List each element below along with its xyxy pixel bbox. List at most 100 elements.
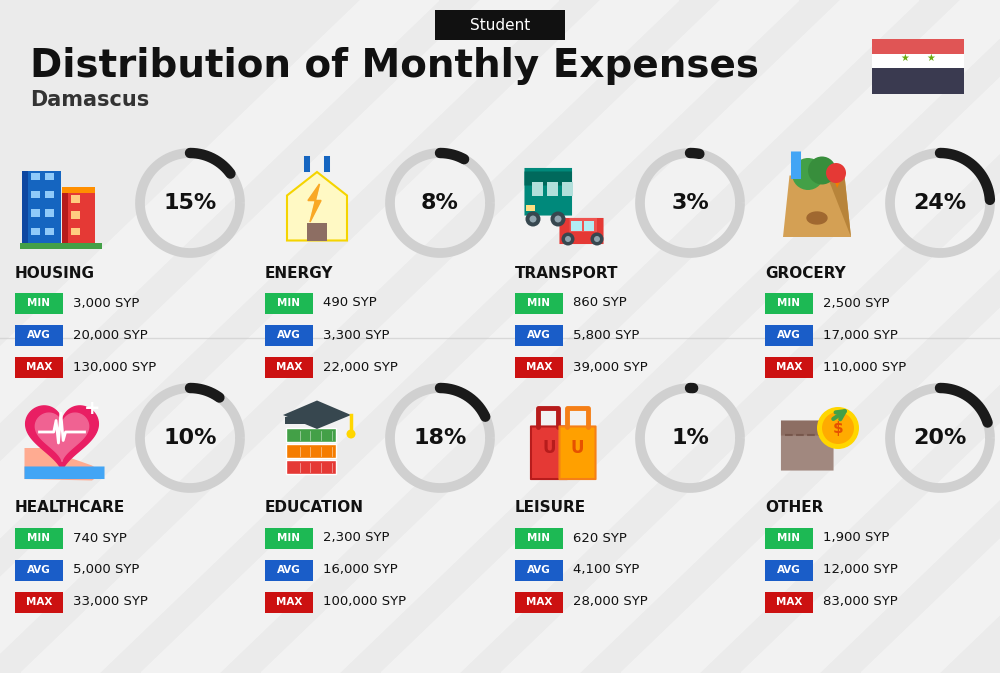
Text: MIN: MIN: [28, 298, 50, 308]
FancyBboxPatch shape: [584, 221, 594, 231]
FancyBboxPatch shape: [286, 444, 336, 458]
FancyBboxPatch shape: [15, 528, 63, 548]
Text: MAX: MAX: [276, 597, 302, 607]
Text: 110,000 SYP: 110,000 SYP: [823, 361, 906, 374]
Polygon shape: [308, 184, 321, 222]
Text: MAX: MAX: [776, 597, 802, 607]
FancyBboxPatch shape: [559, 218, 604, 244]
FancyBboxPatch shape: [765, 324, 813, 345]
Text: 490 SYP: 490 SYP: [323, 297, 377, 310]
FancyBboxPatch shape: [265, 357, 313, 378]
Text: 17,000 SYP: 17,000 SYP: [823, 328, 898, 341]
FancyBboxPatch shape: [515, 559, 563, 581]
Text: AVG: AVG: [27, 565, 51, 575]
FancyBboxPatch shape: [62, 193, 68, 246]
FancyBboxPatch shape: [70, 227, 80, 235]
Text: 15%: 15%: [163, 193, 217, 213]
Text: 860 SYP: 860 SYP: [573, 297, 627, 310]
Text: 5,800 SYP: 5,800 SYP: [573, 328, 639, 341]
FancyBboxPatch shape: [765, 592, 813, 612]
Text: 16,000 SYP: 16,000 SYP: [323, 563, 398, 577]
Text: 1%: 1%: [671, 428, 709, 448]
Circle shape: [594, 236, 600, 242]
Text: Distribution of Monthly Expenses: Distribution of Monthly Expenses: [30, 47, 759, 85]
FancyBboxPatch shape: [532, 182, 543, 195]
Text: 100,000 SYP: 100,000 SYP: [323, 596, 406, 608]
FancyBboxPatch shape: [265, 559, 313, 581]
FancyBboxPatch shape: [265, 528, 313, 548]
Text: MIN: MIN: [528, 533, 550, 543]
FancyBboxPatch shape: [70, 195, 80, 203]
FancyBboxPatch shape: [765, 559, 813, 581]
FancyBboxPatch shape: [31, 227, 40, 235]
FancyBboxPatch shape: [44, 172, 54, 180]
Text: Damascus: Damascus: [30, 90, 149, 110]
FancyBboxPatch shape: [515, 357, 563, 378]
Polygon shape: [26, 406, 98, 472]
Polygon shape: [783, 176, 851, 237]
Text: 33,000 SYP: 33,000 SYP: [73, 596, 148, 608]
Circle shape: [562, 232, 574, 246]
Text: AVG: AVG: [27, 330, 51, 340]
FancyBboxPatch shape: [524, 172, 572, 186]
Text: MAX: MAX: [776, 362, 802, 372]
FancyBboxPatch shape: [526, 205, 535, 211]
Text: 20%: 20%: [913, 428, 967, 448]
FancyBboxPatch shape: [44, 191, 54, 199]
FancyBboxPatch shape: [765, 293, 813, 314]
FancyBboxPatch shape: [15, 559, 63, 581]
FancyBboxPatch shape: [15, 324, 63, 345]
Text: ★: ★: [901, 53, 909, 63]
Text: GROCERY: GROCERY: [765, 266, 846, 281]
Text: MAX: MAX: [276, 362, 302, 372]
FancyBboxPatch shape: [265, 293, 313, 314]
Text: 5,000 SYP: 5,000 SYP: [73, 563, 139, 577]
FancyBboxPatch shape: [515, 324, 563, 345]
Text: 8%: 8%: [421, 193, 459, 213]
FancyBboxPatch shape: [22, 170, 61, 246]
Text: MAX: MAX: [526, 597, 552, 607]
FancyBboxPatch shape: [872, 39, 964, 65]
Text: MAX: MAX: [526, 362, 552, 372]
Text: 4,100 SYP: 4,100 SYP: [573, 563, 639, 577]
Text: ★: ★: [927, 53, 935, 63]
FancyBboxPatch shape: [435, 10, 565, 40]
FancyBboxPatch shape: [547, 182, 558, 195]
Polygon shape: [830, 166, 842, 188]
Text: MIN: MIN: [528, 298, 550, 308]
FancyBboxPatch shape: [44, 227, 54, 235]
FancyBboxPatch shape: [24, 466, 105, 479]
FancyBboxPatch shape: [515, 592, 563, 612]
Circle shape: [554, 215, 562, 223]
Text: MIN: MIN: [278, 298, 300, 308]
Text: MAX: MAX: [26, 597, 52, 607]
FancyBboxPatch shape: [22, 170, 28, 246]
FancyBboxPatch shape: [15, 293, 63, 314]
FancyBboxPatch shape: [531, 427, 567, 479]
Text: U: U: [571, 439, 584, 457]
FancyBboxPatch shape: [571, 221, 582, 231]
Circle shape: [565, 236, 571, 242]
Text: 1,900 SYP: 1,900 SYP: [823, 532, 889, 544]
FancyBboxPatch shape: [559, 427, 596, 479]
Text: U: U: [542, 439, 556, 457]
Text: AVG: AVG: [527, 330, 551, 340]
Text: 740 SYP: 740 SYP: [73, 532, 127, 544]
FancyBboxPatch shape: [781, 421, 834, 435]
Text: ENERGY: ENERGY: [265, 266, 334, 281]
Circle shape: [347, 429, 356, 439]
Polygon shape: [308, 184, 321, 222]
FancyBboxPatch shape: [791, 151, 801, 179]
FancyBboxPatch shape: [62, 193, 94, 246]
Text: MIN: MIN: [778, 533, 800, 543]
FancyBboxPatch shape: [265, 592, 313, 612]
Text: MIN: MIN: [28, 533, 50, 543]
FancyBboxPatch shape: [304, 156, 310, 172]
Text: LEISURE: LEISURE: [515, 501, 586, 516]
FancyBboxPatch shape: [31, 209, 40, 217]
FancyBboxPatch shape: [20, 243, 102, 249]
FancyBboxPatch shape: [765, 528, 813, 548]
Circle shape: [550, 211, 566, 227]
Text: 24%: 24%: [913, 193, 967, 213]
FancyBboxPatch shape: [307, 223, 327, 240]
